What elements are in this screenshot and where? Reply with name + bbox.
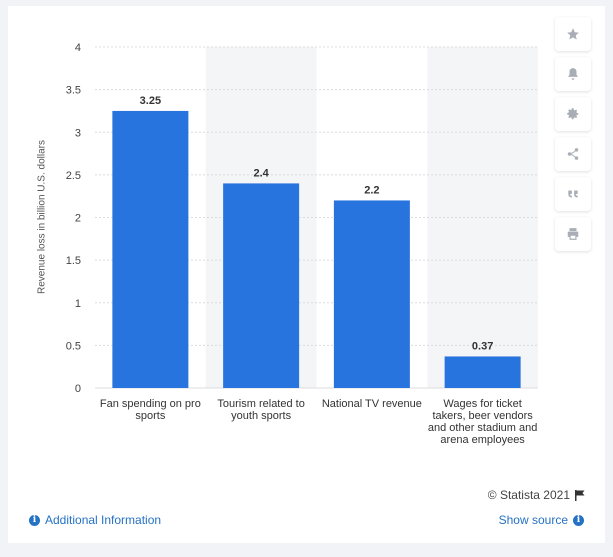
bar — [444, 356, 521, 388]
toolbar — [555, 17, 591, 257]
additional-information-link[interactable]: i Additional Information — [29, 513, 161, 527]
y-tick-label: 1.5 — [66, 255, 81, 267]
info-icon: i — [29, 514, 40, 526]
y-tick-label: 1 — [75, 298, 81, 310]
x-tick-label: Tourism related to youth sports — [217, 398, 305, 422]
favorite-button[interactable] — [555, 17, 591, 51]
share-button[interactable] — [555, 137, 591, 171]
bar — [333, 200, 410, 388]
star-icon — [567, 28, 579, 40]
y-tick-label: 0.5 — [66, 340, 81, 352]
quote-icon — [568, 190, 578, 198]
data-label: 2.4 — [253, 167, 269, 179]
show-source-link[interactable]: Show source i — [499, 513, 584, 527]
y-tick-label: 0 — [75, 383, 81, 395]
y-tick-label: 2 — [75, 213, 81, 225]
x-tick-label: National TV revenue — [321, 398, 422, 410]
print-button[interactable] — [555, 217, 591, 251]
flag-icon — [575, 489, 585, 501]
info-icon: i — [573, 514, 584, 526]
notification-button[interactable] — [555, 57, 591, 91]
cite-button[interactable] — [555, 177, 591, 211]
bell-icon — [568, 68, 578, 80]
data-label: 3.25 — [140, 95, 161, 107]
show-source-label: Show source — [498, 513, 568, 527]
data-label: 2.2 — [364, 184, 379, 196]
additional-information-label: Additional Information — [45, 513, 162, 527]
statista-credit[interactable]: © Statista 2021 — [488, 488, 585, 502]
bar — [112, 110, 189, 388]
print-icon — [567, 228, 579, 240]
y-tick-label: 3 — [75, 127, 81, 139]
bar — [223, 183, 300, 388]
share-icon — [567, 148, 579, 160]
y-tick-label: 3.5 — [66, 85, 81, 97]
data-label: 0.37 — [472, 340, 493, 352]
y-tick-label: 4 — [75, 42, 81, 54]
credit-text: © Statista 2021 — [487, 488, 570, 502]
x-tick-label: Wages for ticket takers, beer vendors an… — [427, 398, 538, 446]
settings-button[interactable] — [555, 97, 591, 131]
gear-icon — [567, 108, 579, 120]
x-tick-label: Fan spending on pro sports — [99, 398, 201, 422]
y-tick-label: 2.5 — [66, 170, 81, 182]
